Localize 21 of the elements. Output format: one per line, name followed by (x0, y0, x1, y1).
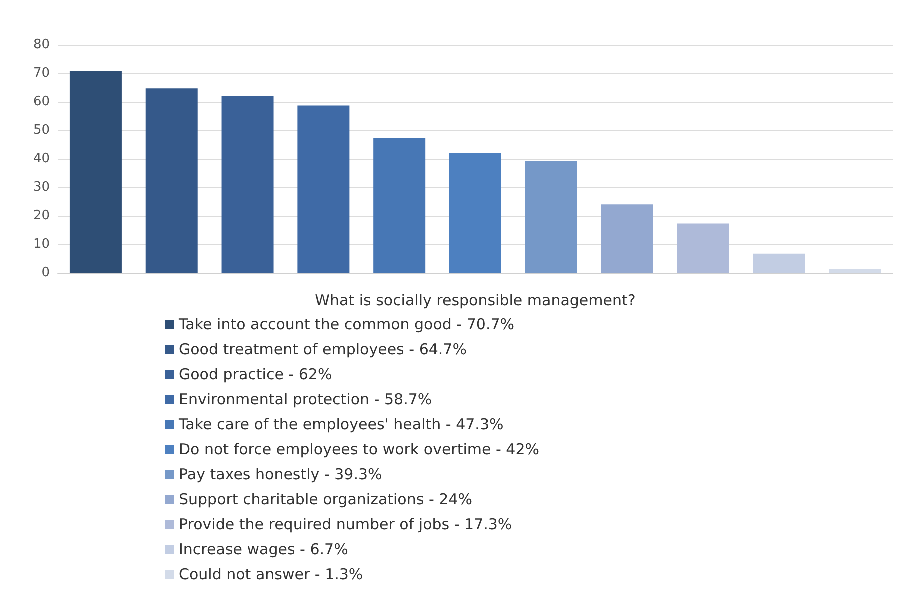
legend-label: Do not force employees to work overtime - 42% (179, 440, 540, 458)
x-axis-title: What is socially responsible management? (315, 292, 636, 310)
y-tick-label: 80 (33, 38, 50, 52)
legend-label: Good treatment of employees - 64.7% (179, 340, 467, 358)
legend-label: Take care of the employees' health - 47.3% (178, 416, 504, 434)
legend-label: Could not answer - 1.3% (179, 566, 364, 584)
y-tick-label: 60 (33, 94, 50, 110)
y-tick-label: 30 (33, 180, 50, 195)
legend-label: Pay taxes honestly - 39.3% (179, 466, 382, 484)
y-tick-label: 20 (33, 208, 50, 224)
legend-label: Good practice - 62% (179, 366, 332, 384)
y-tick-label: 0 (42, 266, 50, 280)
y-tick-label: 50 (33, 123, 50, 138)
y-tick-label: 10 (33, 237, 50, 252)
legend-label: Increase wages - 6.7% (179, 540, 348, 558)
legend-label: Take into account the common good - 70.7% (178, 316, 515, 334)
y-tick-label: 70 (33, 66, 50, 81)
legend-label: Environmental protection - 58.7% (179, 390, 432, 408)
legend-label: Provide the required number of jobs - 17.3% (179, 516, 512, 534)
y-tick-label: 40 (33, 152, 50, 166)
legend-label: Support charitable organizations - 24% (179, 490, 472, 508)
